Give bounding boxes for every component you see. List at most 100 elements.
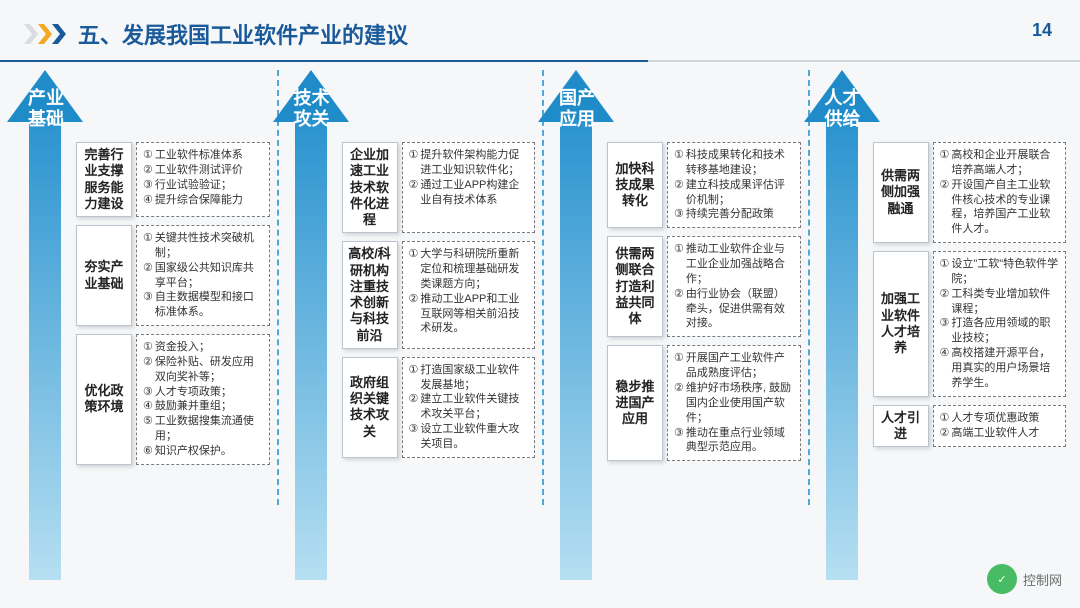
detail-text: 持续完善分配政策 bbox=[686, 207, 774, 222]
row-label: 高校/科研机构注重技术创新与科技前沿 bbox=[342, 241, 398, 349]
detail-text: 大学与科研院所重新定位和梳理基础研发类课题方向； bbox=[420, 247, 528, 292]
column: 国产应用加快科技成果转化①科技成果转化和技术转移基地建设；②建立科技成果评估评价… bbox=[545, 70, 805, 465]
detail-item: ②维护好市场秩序, 鼓励国内企业使用国产软件； bbox=[674, 381, 794, 426]
detail-text: 维护好市场秩序, 鼓励国内企业使用国产软件； bbox=[686, 381, 794, 426]
detail-item: ③人才专项政策； bbox=[143, 385, 263, 400]
detail-number: ③ bbox=[143, 178, 153, 193]
page-number: 14 bbox=[1032, 20, 1052, 41]
detail-text: 保险补贴、研发应用双向奖补等； bbox=[155, 355, 263, 385]
column-separator bbox=[277, 70, 279, 505]
detail-number: ① bbox=[940, 148, 950, 178]
detail-number: ① bbox=[409, 363, 419, 393]
detail-text: 高校和企业开展联合培养高端人才； bbox=[951, 148, 1059, 178]
detail-text: 科技成果转化和技术转移基地建设； bbox=[686, 148, 794, 178]
arrow: 人才供给 bbox=[815, 70, 869, 580]
detail-text: 提升软件架构能力促进工业知识软件化； bbox=[420, 148, 528, 178]
detail-number: ③ bbox=[674, 426, 684, 456]
arrow-shaft bbox=[560, 120, 592, 580]
detail-item: ①工业软件标准体系 bbox=[143, 148, 263, 163]
column: 产业基础完善行业支撑服务能力建设①工业软件标准体系②工业软件测试评价③行业试验验… bbox=[14, 70, 274, 465]
row-details: ①关键共性技术突破机制；②国家级公共知识库共享平台；③自主数据模型和接口标准体系… bbox=[136, 225, 270, 326]
column: 人才供给供需两侧加强融通①高校和企业开展联合培养高端人才；②开设国产自主工业软件… bbox=[811, 70, 1071, 465]
row-stack: 供需两侧加强融通①高校和企业开展联合培养高端人才；②开设国产自主工业软件核心技术… bbox=[873, 70, 1067, 447]
row-details: ①人才专项优惠政策②高端工业软件人才 bbox=[933, 405, 1067, 448]
slide-header: 五、发展我国工业软件产业的建议 bbox=[0, 0, 1080, 60]
detail-text: 推动在重点行业领域典型示范应用。 bbox=[686, 426, 794, 456]
detail-number: ③ bbox=[143, 385, 153, 400]
row: 政府组织关键技术攻关 ①打造国家级工业软件发展基地；②建立工业软件关键技术攻关平台… bbox=[342, 357, 536, 458]
detail-number: ③ bbox=[143, 290, 153, 320]
detail-number: ① bbox=[674, 351, 684, 381]
detail-number: ② bbox=[409, 392, 419, 422]
detail-text: 关键共性技术突破机制； bbox=[155, 231, 263, 261]
detail-number: ④ bbox=[143, 399, 153, 414]
detail-text: 资金投入； bbox=[155, 340, 210, 355]
detail-text: 工业软件标准体系 bbox=[155, 148, 243, 163]
row-details: ①资金投入；②保险补贴、研发应用双向奖补等；③人才专项政策；④鼓励兼并重组；⑤工… bbox=[136, 334, 270, 465]
row-stack: 加快科技成果转化①科技成果转化和技术转移基地建设；②建立科技成果评估评价机制；③… bbox=[607, 70, 801, 461]
detail-number: ③ bbox=[409, 422, 419, 452]
row-stack: 企业加速工业技术软件化进程①提升软件架构能力促进工业知识软件化；②通过工业APP… bbox=[342, 70, 536, 458]
detail-item: ⑤工业数据搜集流通使用； bbox=[143, 414, 263, 444]
watermark: ✓ 控制网 bbox=[987, 564, 1062, 594]
detail-number: ③ bbox=[674, 207, 684, 222]
detail-text: 国家级公共知识库共享平台； bbox=[155, 261, 263, 291]
detail-item: ②保险补贴、研发应用双向奖补等； bbox=[143, 355, 263, 385]
detail-item: ①推动工业软件企业与工业企业加强战略合作； bbox=[674, 242, 794, 287]
arrow: 国产应用 bbox=[549, 70, 603, 580]
row-details: ①开展国产工业软件产品成熟度评估；②维护好市场秩序, 鼓励国内企业使用国产软件；… bbox=[667, 345, 801, 461]
detail-number: ② bbox=[143, 261, 153, 291]
detail-number: ② bbox=[143, 163, 153, 178]
row-label: 优化政策环境 bbox=[76, 334, 132, 465]
arrow-shaft bbox=[295, 120, 327, 580]
arrow-label: 产业基础 bbox=[24, 88, 68, 129]
detail-item: ③自主数据模型和接口标准体系。 bbox=[143, 290, 263, 320]
detail-number: ① bbox=[674, 148, 684, 178]
detail-item: ②建立工业软件关键技术攻关平台； bbox=[409, 392, 529, 422]
row-details: ①科技成果转化和技术转移基地建设；②建立科技成果评估评价机制；③持续完善分配政策 bbox=[667, 142, 801, 228]
detail-item: ③设立工业软件重大攻关项目。 bbox=[409, 422, 529, 452]
detail-number: ① bbox=[674, 242, 684, 287]
detail-text: 开设国产自主工业软件核心技术的专业课程，培养国产工业软件人才。 bbox=[951, 178, 1059, 237]
slide-title: 五、发展我国工业软件产业的建议 bbox=[78, 18, 408, 50]
detail-item: ①打造国家级工业软件发展基地； bbox=[409, 363, 529, 393]
detail-item: ④高校搭建开源平台，用真实的用户场景培养学生。 bbox=[940, 346, 1060, 391]
detail-number: ② bbox=[940, 426, 950, 441]
column-separator bbox=[542, 70, 544, 505]
detail-item: ③行业试验验证； bbox=[143, 178, 263, 193]
detail-item: ②建立科技成果评估评价机制； bbox=[674, 178, 794, 208]
detail-number: ① bbox=[143, 340, 153, 355]
title-divider bbox=[0, 60, 1080, 62]
detail-text: 打造各应用领域的职业技校； bbox=[951, 316, 1059, 346]
row: 稳步推进国产应用①开展国产工业软件产品成熟度评估；②维护好市场秩序, 鼓励国内企… bbox=[607, 345, 801, 461]
row-label: 完善行业支撑服务能力建设 bbox=[76, 142, 132, 217]
arrow: 产业基础 bbox=[18, 70, 72, 580]
detail-text: 自主数据模型和接口标准体系。 bbox=[155, 290, 263, 320]
detail-item: ②工科类专业增加软件课程； bbox=[940, 287, 1060, 317]
detail-item: ②高端工业软件人才 bbox=[940, 426, 1060, 441]
detail-number: ① bbox=[143, 148, 153, 163]
detail-number: ② bbox=[409, 292, 419, 337]
row: 优化政策环境①资金投入；②保险补贴、研发应用双向奖补等；③人才专项政策；④鼓励兼… bbox=[76, 334, 270, 465]
detail-item: ①开展国产工业软件产品成熟度评估； bbox=[674, 351, 794, 381]
detail-text: 人才专项政策； bbox=[155, 385, 232, 400]
arrow-label: 技术攻关 bbox=[290, 88, 334, 129]
row-stack: 完善行业支撑服务能力建设①工业软件标准体系②工业软件测试评价③行业试验验证；④提… bbox=[76, 70, 270, 465]
arrow-shaft bbox=[826, 120, 858, 580]
detail-item: ①资金投入； bbox=[143, 340, 263, 355]
chevron-decor bbox=[24, 24, 66, 44]
row: 加快科技成果转化①科技成果转化和技术转移基地建设；②建立科技成果评估评价机制；③… bbox=[607, 142, 801, 228]
detail-text: 知识产权保护。 bbox=[155, 444, 232, 459]
detail-item: ④提升综合保障能力 bbox=[143, 193, 263, 208]
row: 高校/科研机构注重技术创新与科技前沿①大学与科研院所重新定位和梳理基础研发类课题… bbox=[342, 241, 536, 349]
detail-number: ② bbox=[674, 381, 684, 426]
row-label: 政府组织关键技术攻关 bbox=[342, 357, 398, 458]
watermark-icon: ✓ bbox=[987, 564, 1017, 594]
detail-text: 工业数据搜集流通使用； bbox=[155, 414, 263, 444]
row: 人才引进①人才专项优惠政策②高端工业软件人才 bbox=[873, 405, 1067, 448]
detail-text: 工业软件测试评价 bbox=[155, 163, 243, 178]
row-label: 夯实产业基础 bbox=[76, 225, 132, 326]
detail-text: 工科类专业增加软件课程； bbox=[951, 287, 1059, 317]
detail-number: ② bbox=[674, 178, 684, 208]
detail-number: ① bbox=[940, 257, 950, 287]
